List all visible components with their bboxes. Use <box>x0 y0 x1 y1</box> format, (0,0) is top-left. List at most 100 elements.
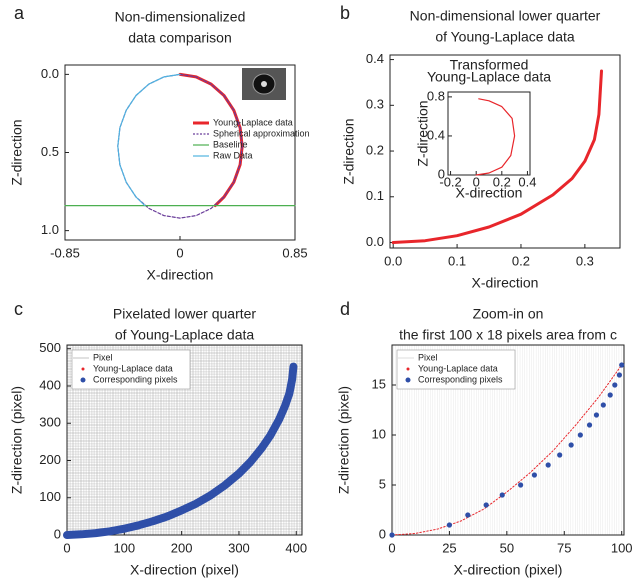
y-tick-label: 15 <box>372 376 386 391</box>
chart-title: of Young-Laplace data <box>435 29 575 45</box>
x-tick-label: 0.85 <box>282 245 307 260</box>
legend-marker <box>80 377 86 383</box>
plot-frame <box>447 91 531 176</box>
legend-label: Young-Laplace data <box>418 363 498 373</box>
x-tick-label: 0.3 <box>576 253 594 268</box>
panel-label: b <box>340 3 350 23</box>
legend-label: Young-Laplace data <box>213 117 293 127</box>
x-tick-label: 200 <box>171 540 193 555</box>
x-tick-label: 0.0 <box>384 253 402 268</box>
x-tick-label: 50 <box>500 540 514 555</box>
y-tick-label: 100 <box>39 489 61 504</box>
legend-label: Young-Laplace data <box>93 363 173 373</box>
y-axis-label: Z-direction <box>341 118 357 184</box>
data-point <box>586 422 593 428</box>
x-axis-label: X-direction <box>456 185 523 201</box>
y-tick-label: 0 <box>54 526 61 541</box>
legend-label: Corresponding pixels <box>93 374 178 384</box>
y-axis-label: Z-direction (pixel) <box>336 386 352 494</box>
data-point <box>600 402 606 408</box>
data-line <box>475 98 516 176</box>
x-tick-label: 0 <box>473 174 480 189</box>
legend-marker <box>405 377 411 383</box>
drop-photo <box>242 68 286 100</box>
x-tick-label: 400 <box>285 540 307 555</box>
data-point <box>568 442 574 448</box>
data-line <box>117 73 181 207</box>
x-tick-label: 0 <box>176 245 183 260</box>
panel-label: c <box>14 299 23 319</box>
y-tick-label: 5 <box>379 476 386 491</box>
data-line <box>63 362 298 539</box>
chart-title: Young-Laplace data <box>427 69 551 85</box>
chart-title: of Young-Laplace data <box>115 327 255 343</box>
x-tick-label: 75 <box>557 540 571 555</box>
x-tick-label: 100 <box>611 540 633 555</box>
x-tick-label: 25 <box>442 540 456 555</box>
y-tick-label: 0.8 <box>427 88 445 103</box>
chart-title: data comparison <box>128 30 232 46</box>
x-tick-label: 0.4 <box>518 174 536 189</box>
legend-marker <box>406 367 410 371</box>
x-tick-label: 0 <box>388 540 395 555</box>
y-tick-label: 10 <box>372 426 386 441</box>
y-axis-label: Z-direction (pixel) <box>9 386 25 494</box>
legend-box <box>396 349 516 390</box>
y-tick-label: 0.2 <box>366 142 384 157</box>
y-axis-label: Z-direction <box>9 119 25 185</box>
data-line <box>391 364 623 536</box>
data-point <box>465 512 471 518</box>
plot-frame <box>391 344 625 536</box>
x-axis-label: X-direction (pixel) <box>454 562 563 578</box>
data-point <box>483 502 489 508</box>
data-point <box>518 482 524 488</box>
y-tick-label: 0.4 <box>366 51 384 66</box>
data-point <box>545 462 551 468</box>
panel-label: a <box>14 3 25 23</box>
legend-box <box>71 349 191 390</box>
x-tick-label: 100 <box>113 540 135 555</box>
data-point <box>607 392 613 398</box>
y-tick-label: 0.4 <box>427 127 445 142</box>
legend-label: Pixel <box>93 352 113 362</box>
y-tick-label: 500 <box>39 340 61 355</box>
y-tick-label: 0.1 <box>366 188 384 203</box>
data-point <box>389 532 395 538</box>
data-point <box>619 362 625 368</box>
data-point <box>557 452 563 458</box>
x-axis-label: X-direction (pixel) <box>130 562 239 578</box>
y-tick-label: 300 <box>39 415 61 430</box>
chart-title: Transformed <box>450 57 529 73</box>
x-axis-label: X-direction <box>472 275 539 291</box>
y-tick-label: 0.0 <box>366 234 384 249</box>
y-tick-label: 400 <box>39 377 61 392</box>
chart-title: Zoom-in on <box>473 306 544 322</box>
chart-title: the first 100 x 18 pixels area from c <box>399 327 617 343</box>
x-tick-label: -0.2 <box>439 174 461 189</box>
data-point <box>577 432 583 438</box>
legend-label: Pixel <box>418 352 438 362</box>
x-tick-label: 0.2 <box>512 253 530 268</box>
x-tick-label: 0.2 <box>493 174 511 189</box>
data-point <box>446 522 453 528</box>
legend-label: Baseline <box>213 139 248 149</box>
y-tick-label: 0.3 <box>366 97 384 112</box>
data-point <box>616 372 623 378</box>
panel-label: d <box>340 299 350 319</box>
x-tick-label: 0 <box>63 540 70 555</box>
y-tick-label: 0.5 <box>41 144 59 159</box>
chart-title: Non-dimensional lower quarter <box>410 8 601 24</box>
data-line <box>391 69 603 244</box>
x-tick-label: 0.1 <box>448 253 466 268</box>
x-axis-label: X-direction <box>147 267 214 283</box>
y-tick-label: 1.0 <box>41 222 59 237</box>
chart-title: Non-dimensionalized <box>115 9 246 25</box>
plot-frame <box>66 344 303 536</box>
y-tick-label: 0 <box>379 526 386 541</box>
chart-title: Pixelated lower quarter <box>113 306 257 322</box>
y-tick-label: 0.0 <box>41 66 59 81</box>
data-point <box>499 492 505 498</box>
data-point <box>612 382 618 388</box>
data-point <box>593 412 600 418</box>
